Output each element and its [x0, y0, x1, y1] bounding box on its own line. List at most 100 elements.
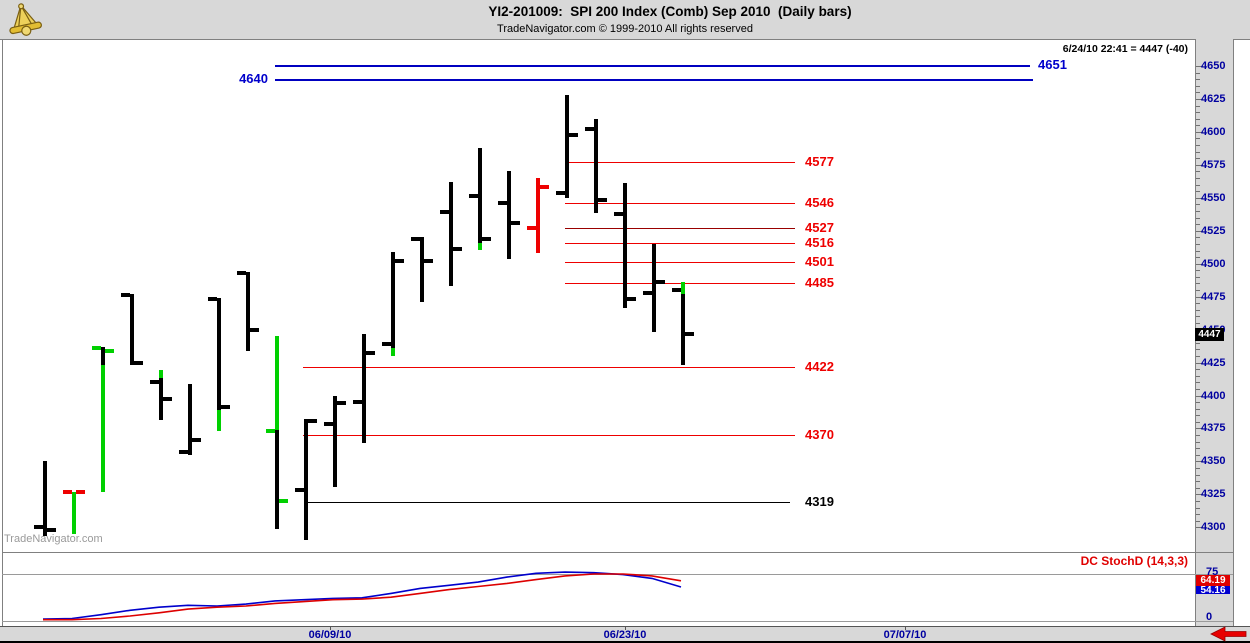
axis-major-tick	[1196, 494, 1203, 495]
stoch-gridline-0	[2, 621, 1233, 622]
open-tick	[150, 380, 159, 384]
ohlc-bar-segment	[246, 272, 250, 351]
axis-major-tick	[1196, 165, 1203, 166]
ohlc-bar-segment	[391, 348, 395, 356]
axis-major-tick	[1196, 363, 1203, 364]
ohlc-bar-segment	[101, 365, 105, 492]
axis-minor-tick	[1196, 468, 1200, 469]
price-axis-label: 4375	[1201, 422, 1226, 434]
close-tick	[163, 397, 172, 401]
axis-minor-tick	[1196, 257, 1200, 258]
ohlc-bar-segment	[420, 237, 424, 302]
axis-major-tick	[1196, 132, 1203, 133]
axis-minor-tick	[1196, 356, 1200, 357]
ohlc-bar-segment	[217, 410, 221, 431]
price-level-label: 4485	[805, 275, 834, 290]
ohlc-bar-segment	[188, 384, 192, 455]
price-level-label: 4640	[239, 71, 268, 86]
open-tick	[353, 400, 362, 404]
axis-major-tick	[1196, 99, 1203, 100]
axis-major-tick	[1196, 527, 1203, 528]
axis-minor-tick	[1196, 270, 1200, 271]
axis-minor-tick	[1196, 376, 1200, 377]
open-tick	[237, 271, 246, 275]
ohlc-bar-segment	[217, 298, 221, 410]
stoch-blue-line	[42, 571, 682, 620]
axis-minor-tick	[1196, 415, 1200, 416]
axis-minor-tick	[1196, 211, 1200, 212]
stoch-indicator-label: DC StochD (14,3,3)	[1080, 554, 1188, 568]
axis-minor-tick	[1196, 435, 1200, 436]
date-tick	[330, 627, 331, 630]
ohlc-bar-segment	[623, 183, 627, 308]
axis-minor-tick	[1196, 290, 1200, 291]
chart-left-border	[2, 39, 3, 641]
panel-divider	[2, 552, 1233, 553]
axis-minor-tick	[1196, 514, 1200, 515]
axis-minor-tick	[1196, 448, 1200, 449]
ohlc-bar-segment	[130, 294, 134, 365]
axis-minor-tick	[1196, 224, 1200, 225]
ohlc-bar-segment	[565, 95, 569, 198]
close-tick	[308, 419, 317, 423]
price-axis-label: 4550	[1201, 192, 1226, 204]
close-tick	[279, 499, 288, 503]
current-price-badge: 4447	[1195, 328, 1224, 341]
axis-minor-tick	[1196, 310, 1200, 311]
open-tick	[382, 342, 391, 346]
stoch-gridline-75	[2, 574, 1233, 575]
axis-minor-tick	[1196, 237, 1200, 238]
ohlc-bar-segment	[333, 396, 337, 487]
price-level-label: 4422	[805, 359, 834, 374]
axis-major-tick	[1196, 461, 1203, 462]
open-tick	[34, 525, 43, 529]
stoch-red-value-badge: 64.19	[1196, 575, 1230, 586]
axis-minor-tick	[1196, 185, 1200, 186]
ohlc-bar-segment	[681, 294, 685, 365]
price-axis-label: 4625	[1201, 93, 1226, 105]
open-tick	[527, 226, 536, 230]
price-level-line	[565, 262, 795, 263]
axis-major-tick	[1196, 396, 1203, 397]
bottom-edge-bar	[0, 641, 1250, 643]
close-tick	[569, 133, 578, 137]
axis-minor-tick	[1196, 343, 1200, 344]
open-tick	[672, 288, 681, 292]
ohlc-bar-segment	[159, 370, 163, 378]
date-label: 07/07/10	[883, 629, 927, 641]
axis-major-tick	[1196, 198, 1203, 199]
open-tick	[440, 210, 449, 214]
price-level-label: 4516	[805, 235, 834, 250]
watermark: TradeNavigator.com	[4, 533, 103, 545]
axis-major-tick	[1196, 264, 1203, 265]
close-tick	[337, 401, 346, 405]
price-level-label: 4370	[805, 427, 834, 442]
stoch-blue-value-badge: 54.16	[1196, 586, 1230, 594]
price-level-line	[565, 203, 795, 204]
close-tick	[540, 185, 549, 189]
price-level-line	[565, 243, 795, 244]
axis-minor-tick	[1196, 251, 1200, 252]
open-tick	[556, 191, 565, 195]
axis-minor-tick	[1196, 158, 1200, 159]
price-axis-label: 4500	[1201, 258, 1226, 270]
ohlc-bar-segment	[362, 334, 366, 443]
open-tick	[324, 422, 333, 426]
price-level-label: 4501	[805, 254, 834, 269]
open-tick	[411, 237, 420, 241]
price-axis-label: 4425	[1201, 357, 1226, 369]
scroll-left-arrow-button[interactable]	[1209, 626, 1247, 642]
chart-title: YI2-201009: SPI 200 Index (Comb) Sep 201…	[488, 4, 852, 19]
axis-minor-tick	[1196, 79, 1200, 80]
close-tick	[685, 332, 694, 336]
axis-minor-tick	[1196, 138, 1200, 139]
date-tick	[625, 627, 626, 630]
price-level-line	[565, 283, 795, 284]
axis-major-tick	[1196, 66, 1203, 67]
axis-minor-tick	[1196, 125, 1200, 126]
axis-major-tick	[1196, 297, 1203, 298]
price-axis-label: 4325	[1201, 488, 1226, 500]
axis-minor-tick	[1196, 455, 1200, 456]
ohlc-bar-segment	[449, 182, 453, 286]
